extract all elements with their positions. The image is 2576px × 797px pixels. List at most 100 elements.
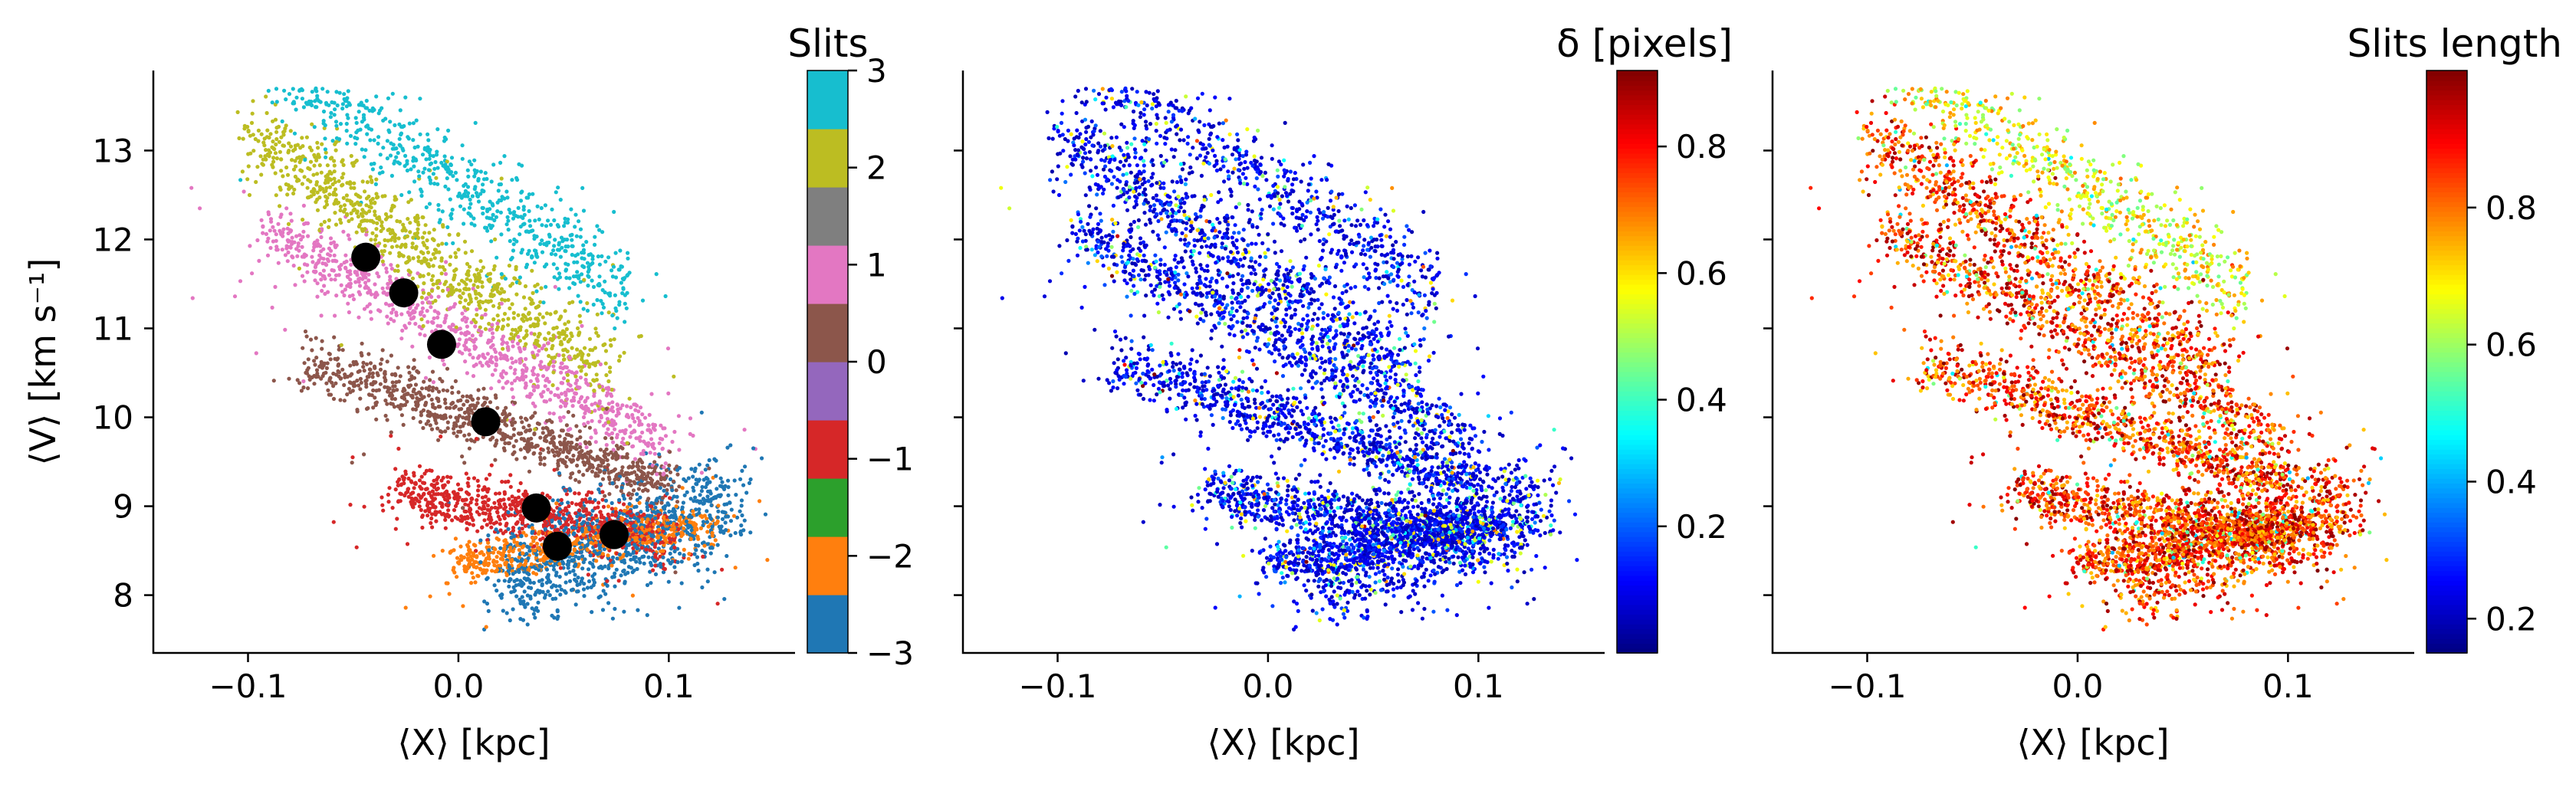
scatter-point — [376, 141, 380, 146]
scatter-point — [464, 471, 468, 476]
scatter-point — [475, 284, 480, 290]
scatter-point — [722, 597, 727, 602]
scatter-point — [533, 592, 537, 597]
scatter-point — [525, 622, 530, 627]
scatter-point — [632, 481, 637, 486]
scatter-point — [495, 510, 500, 514]
scatter-point — [524, 552, 529, 556]
scatter-point — [553, 284, 557, 289]
scatter-point — [468, 212, 472, 217]
scatter-point — [367, 372, 372, 376]
scatter-point — [419, 487, 423, 491]
scatter-point — [471, 576, 475, 580]
scatter-point — [355, 211, 360, 215]
scatter-point — [576, 576, 580, 580]
scatter-point — [705, 567, 710, 572]
scatter-point — [616, 359, 622, 363]
scatter-point — [600, 608, 606, 612]
scatter-point — [511, 452, 515, 457]
scatter-point — [275, 248, 280, 252]
scatter-point — [364, 98, 369, 103]
scatter-point — [500, 342, 504, 346]
scatter-point — [287, 376, 291, 381]
scatter-point — [521, 295, 527, 300]
scatter-point — [517, 548, 521, 553]
scatter-point — [645, 582, 650, 588]
scatter-point — [390, 228, 395, 233]
scatter-point — [697, 462, 702, 467]
scatter-point — [363, 148, 368, 153]
scatter-point — [288, 212, 293, 216]
scatter-point — [429, 257, 433, 262]
scatter-point — [458, 425, 463, 429]
scatter-point — [305, 102, 310, 107]
scatter-point — [452, 423, 457, 428]
scatter-point — [656, 513, 661, 517]
scatter-point — [522, 589, 527, 594]
scatter-point — [333, 313, 337, 318]
scatter-point — [551, 359, 556, 364]
scatter-point — [507, 579, 511, 584]
scatter-point — [413, 382, 419, 387]
scatter-point — [388, 153, 393, 158]
scatter-point — [546, 446, 550, 451]
scatter-point — [369, 317, 373, 321]
scatter-point — [501, 317, 506, 322]
scatter-point — [544, 337, 548, 342]
scatter-point — [555, 266, 560, 271]
scatter-point — [319, 235, 324, 240]
scatter-point — [335, 103, 340, 108]
scatter-point — [441, 163, 445, 168]
scatter-point — [370, 231, 375, 235]
scatter-point — [367, 288, 372, 293]
scatter-point — [569, 434, 573, 438]
scatter-point — [538, 451, 543, 456]
scatter-point — [591, 302, 596, 307]
scatter-point — [531, 612, 537, 616]
scatter-point — [466, 174, 471, 179]
scatter-point — [468, 197, 472, 202]
scatter-point — [429, 181, 433, 185]
scatter-point — [760, 456, 764, 461]
scatter-point — [286, 239, 291, 244]
scatter-point — [314, 269, 318, 274]
scatter-point — [575, 437, 580, 442]
scatter-point — [503, 277, 508, 281]
scatter-point — [486, 533, 491, 538]
scatter-point — [385, 286, 390, 290]
scatter-point — [628, 424, 632, 428]
scatter-point — [476, 494, 481, 498]
scatter-point — [528, 379, 534, 383]
scatter-point — [648, 451, 652, 455]
scatter-point — [544, 241, 550, 245]
scatter-point — [332, 202, 337, 206]
scatter-point — [331, 396, 337, 402]
scatter-point — [664, 468, 669, 473]
scatter-point — [732, 478, 737, 483]
scatter-point — [528, 224, 533, 228]
scatter-point — [426, 320, 430, 324]
scatter-point — [432, 228, 436, 232]
scatter-point — [662, 515, 666, 520]
scatter-point — [511, 248, 516, 253]
scatter-point — [571, 395, 577, 400]
scatter-point — [720, 567, 724, 572]
scatter-point — [423, 509, 428, 513]
scatter-point — [448, 197, 452, 202]
scatter-point — [501, 385, 505, 390]
scatter-point — [705, 509, 709, 513]
scatter-point — [515, 341, 521, 346]
scatter-point — [426, 168, 432, 172]
scatter-point — [280, 248, 284, 252]
scatter-point — [551, 449, 556, 454]
scatter-point — [399, 312, 404, 317]
scatter-point — [369, 238, 373, 242]
scatter-point — [435, 166, 440, 170]
scatter-point — [295, 378, 300, 382]
scatter-point — [419, 187, 423, 192]
scatter-point — [533, 615, 537, 620]
scatter-point — [763, 512, 768, 517]
scatter-point — [714, 474, 718, 478]
scatter-point — [328, 115, 333, 120]
scatter-point — [672, 549, 677, 554]
